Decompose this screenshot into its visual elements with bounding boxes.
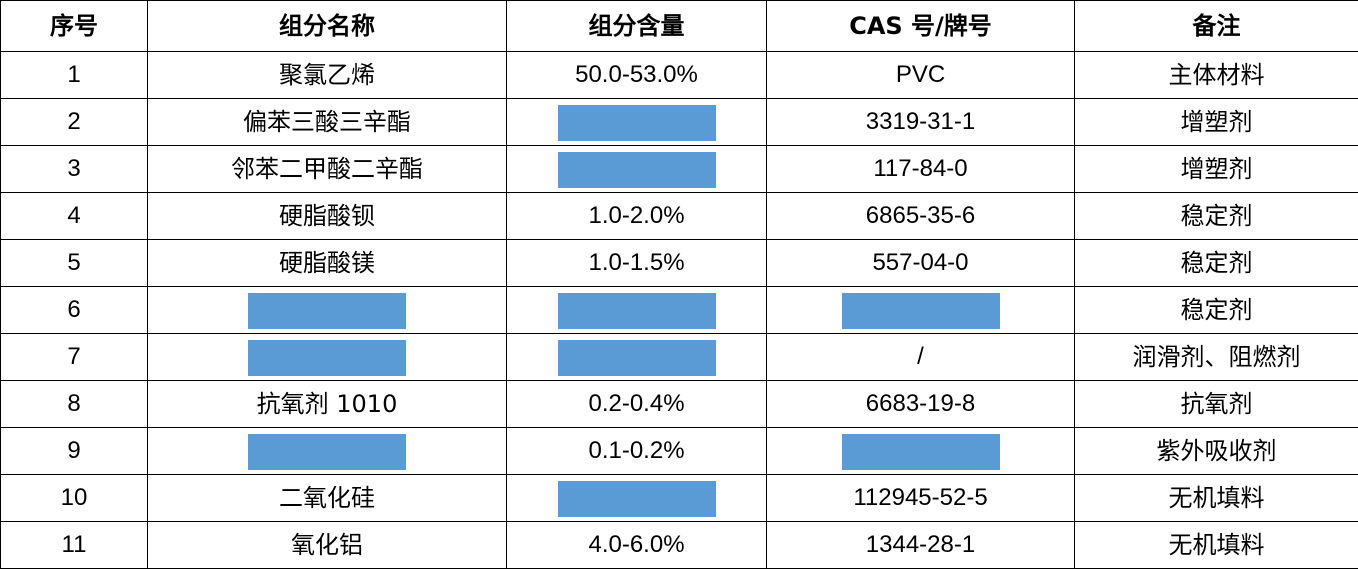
cell-component-content [506,286,767,334]
cell-remarks: 增塑剂 [1074,98,1358,146]
cell-index: 4 [0,192,148,240]
cell-index: 8 [0,380,148,428]
table-row: 10 二氧化硅 112945-52-5 无机填料 [0,474,1358,522]
redaction-block [557,104,716,141]
cell-component-name: 氧化铝 [147,521,507,569]
cell-component-name: 二氧化硅 [147,474,507,522]
cell-index: 9 [0,427,148,475]
redaction-block [557,480,716,517]
cell-remarks: 稳定剂 [1074,286,1358,334]
cell-index: 5 [0,239,148,287]
table-row: 4 硬脂酸钡 1.0-2.0% 6865-35-6 稳定剂 [0,192,1358,240]
cell-component-name: 邻苯二甲酸二辛酯 [147,145,507,193]
cell-component-name: 硬脂酸钡 [147,192,507,240]
table-row: 3 邻苯二甲酸二辛酯 117-84-0 增塑剂 [0,145,1358,193]
cell-cas-number: / [766,333,1075,381]
cell-component-name [147,286,507,334]
cell-component-content [506,333,767,381]
cell-index: 6 [0,286,148,334]
table-row: 8 抗氧剂 1010 0.2-0.4% 6683-19-8 抗氧剂 [0,380,1358,428]
cell-remarks: 无机填料 [1074,474,1358,522]
cell-remarks: 无机填料 [1074,521,1358,569]
cell-component-content: 0.2-0.4% [506,380,767,428]
cell-component-content: 4.0-6.0% [506,521,767,569]
table-row: 2 偏苯三酸三辛酯 3319-31-1 增塑剂 [0,98,1358,146]
cell-remarks: 抗氧剂 [1074,380,1358,428]
cell-index: 7 [0,333,148,381]
cell-remarks: 增塑剂 [1074,145,1358,193]
table-body: 1 聚氯乙烯 50.0-53.0% PVC 主体材料 2 偏苯三酸三辛酯 3319-31-1 增… [0,51,1358,569]
cell-component-content: 1.0-1.5% [506,239,767,287]
cell-component-name: 抗氧剂 1010 [147,380,507,428]
cell-cas-number [766,427,1075,475]
table-row: 9 0.1-0.2% 紫外吸收剂 [0,427,1358,475]
cell-cas-number: 6683-19-8 [766,380,1075,428]
table-row: 5 硬脂酸镁 1.0-1.5% 557-04-0 稳定剂 [0,239,1358,287]
cell-component-content [506,474,767,522]
cell-cas-number: PVC [766,51,1075,99]
cell-remarks: 稳定剂 [1074,192,1358,240]
table-row: 11 氧化铝 4.0-6.0% 1344-28-1 无机填料 [0,521,1358,569]
redaction-block [841,433,1000,470]
header-row: 序号 组分名称 组分含量 CAS 号/牌号 备注 [0,0,1358,52]
cell-index: 2 [0,98,148,146]
redaction-block [557,292,716,329]
header-component-name: 组分名称 [147,0,507,52]
table-row: 6 稳定剂 [0,286,1358,334]
cell-component-content [506,145,767,193]
header-remarks: 备注 [1074,0,1358,52]
header-cas-number: CAS 号/牌号 [766,0,1075,52]
cell-cas-number: 557-04-0 [766,239,1075,287]
cell-component-name [147,333,507,381]
cell-cas-number: 117-84-0 [766,145,1075,193]
table-row: 7 /润滑剂、阻燃剂 [0,333,1358,381]
redaction-block [557,339,716,376]
redaction-block [841,292,1000,329]
cell-index: 3 [0,145,148,193]
header-index: 序号 [0,0,148,52]
redaction-block [248,434,406,470]
cell-index: 10 [0,474,148,522]
cell-index: 1 [0,51,148,99]
redaction-block [248,340,406,376]
cell-component-name [147,427,507,475]
table-row: 1 聚氯乙烯 50.0-53.0% PVC 主体材料 [0,51,1358,99]
cell-component-content [506,98,767,146]
header-component-content: 组分含量 [506,0,767,52]
cell-index: 11 [0,521,148,569]
cell-cas-number: 1344-28-1 [766,521,1075,569]
cell-remarks: 润滑剂、阻燃剂 [1074,333,1358,381]
cell-remarks: 稳定剂 [1074,239,1358,287]
cell-component-content: 50.0-53.0% [506,51,767,99]
cell-cas-number: 6865-35-6 [766,192,1075,240]
redaction-block [557,151,716,188]
cell-cas-number [766,286,1075,334]
cell-remarks: 主体材料 [1074,51,1358,99]
cell-component-name: 硬脂酸镁 [147,239,507,287]
cell-remarks: 紫外吸收剂 [1074,427,1358,475]
redaction-block [248,293,406,329]
cell-component-name: 聚氯乙烯 [147,51,507,99]
cell-component-content: 1.0-2.0% [506,192,767,240]
cell-component-content: 0.1-0.2% [506,427,767,475]
cell-cas-number: 3319-31-1 [766,98,1075,146]
cell-component-name: 偏苯三酸三辛酯 [147,98,507,146]
cell-cas-number: 112945-52-5 [766,474,1075,522]
